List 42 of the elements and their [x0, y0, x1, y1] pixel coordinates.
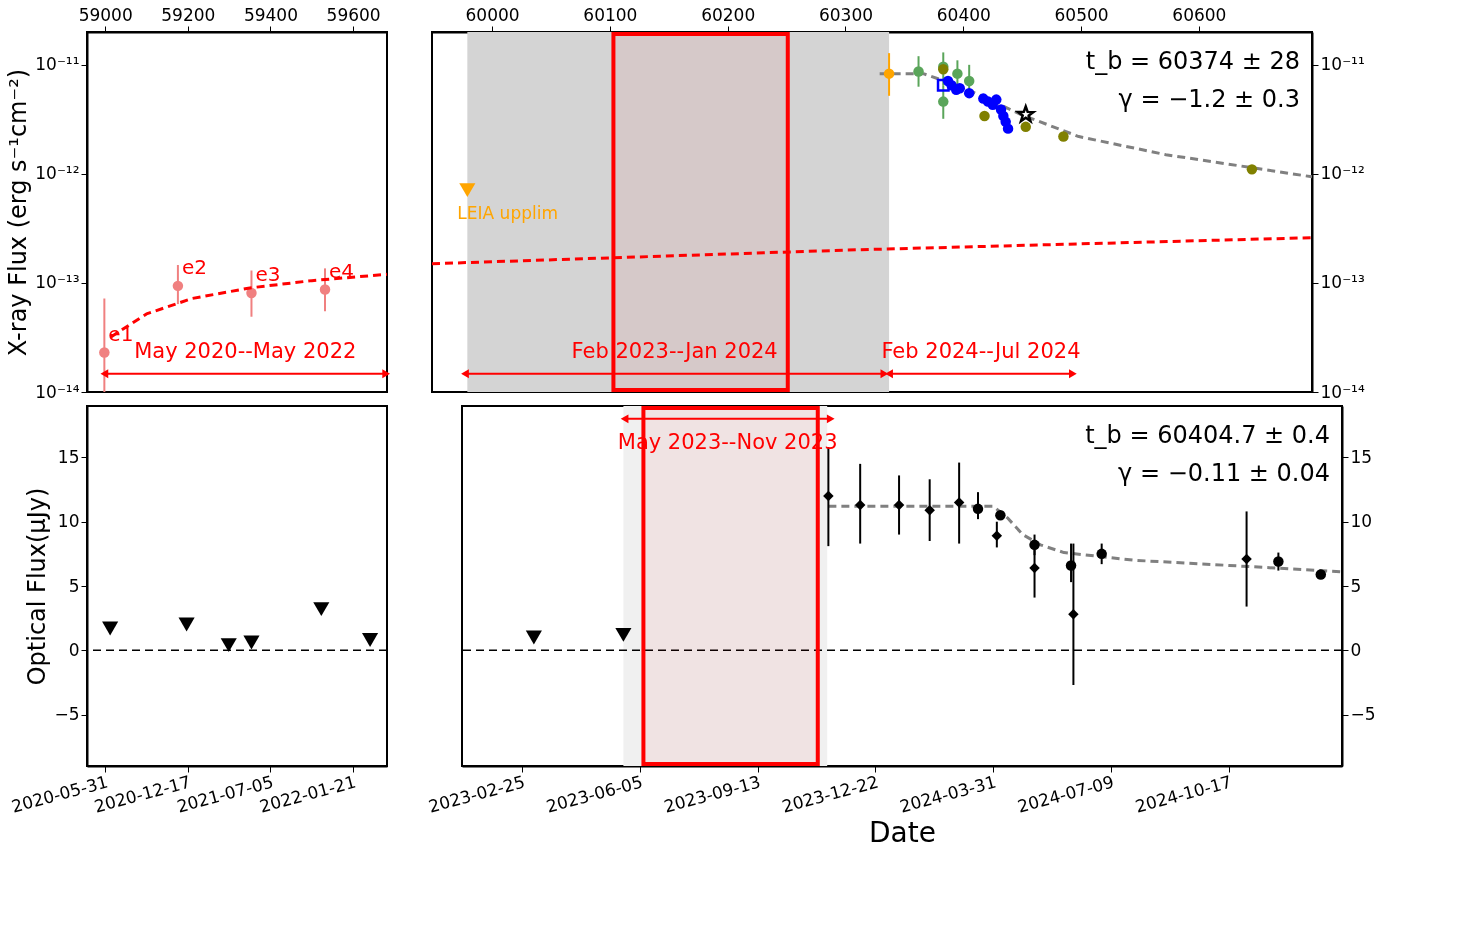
- y2-tick-label: 0: [1350, 639, 1362, 660]
- y2-tick-label: 10⁻¹³: [1320, 272, 1365, 293]
- y-tick-label: 15: [57, 446, 80, 467]
- annotation: γ = −0.11 ± 0.04: [1118, 459, 1330, 487]
- y2-tick-label: 10⁻¹²: [1320, 163, 1365, 184]
- y-tick-label: 10⁻¹²: [35, 163, 80, 184]
- x-tick-label: 60400: [936, 4, 991, 25]
- annotation: e3: [255, 261, 281, 286]
- y-tick-label: 10: [57, 511, 80, 532]
- y2-tick-label: 15: [1350, 446, 1373, 467]
- x-tick-label: 60200: [701, 4, 756, 25]
- x-axis-title: Date: [869, 815, 936, 849]
- x-tick-label: 60600: [1172, 4, 1227, 25]
- series-label: LEIA upplim: [457, 203, 558, 224]
- y-tick-label: 5: [68, 575, 80, 596]
- y-tick-label: −5: [54, 704, 80, 725]
- annotation: t_b = 60374 ± 28: [1085, 47, 1300, 75]
- x-tick-label: 60000: [465, 4, 520, 25]
- x-tick-label: 60100: [583, 4, 638, 25]
- x-tick-label: 59400: [243, 4, 299, 25]
- y-tick-label: 10⁻¹³: [35, 272, 80, 293]
- y2-tick-label: −5: [1350, 704, 1376, 725]
- y2-tick-label: 10⁻¹¹: [1320, 54, 1365, 75]
- y2-tick-label: 10: [1350, 511, 1373, 532]
- y-tick-label: 0: [68, 639, 80, 660]
- y-tick-label: 10⁻¹⁴: [35, 381, 80, 402]
- series-label: May 2020--May 2022: [134, 338, 357, 363]
- x-tick-label: 59600: [326, 4, 381, 25]
- x-tick-label: 59000: [78, 4, 133, 25]
- series-label: Feb 2023--Jan 2024: [571, 338, 778, 363]
- x-tick-label: 60500: [1054, 4, 1109, 25]
- y2-tick-label: 5: [1350, 575, 1362, 596]
- y-tick-label: 10⁻¹¹: [35, 54, 80, 75]
- series-label: Feb 2024--Jul 2024: [881, 338, 1081, 363]
- annotation: t_b = 60404.7 ± 0.4: [1085, 421, 1330, 449]
- y2-tick-label: 10⁻¹⁴: [1320, 381, 1365, 402]
- annotation: e2: [181, 254, 207, 279]
- x-tick-label: 60300: [818, 4, 874, 25]
- annotation: γ = −1.2 ± 0.3: [1118, 85, 1300, 113]
- y-axis-title: X-ray Flux (erg s⁻¹cm⁻²): [4, 68, 33, 357]
- x-tick-label: 59200: [161, 4, 216, 25]
- y-axis-title: Optical Flux(μJy): [23, 487, 52, 686]
